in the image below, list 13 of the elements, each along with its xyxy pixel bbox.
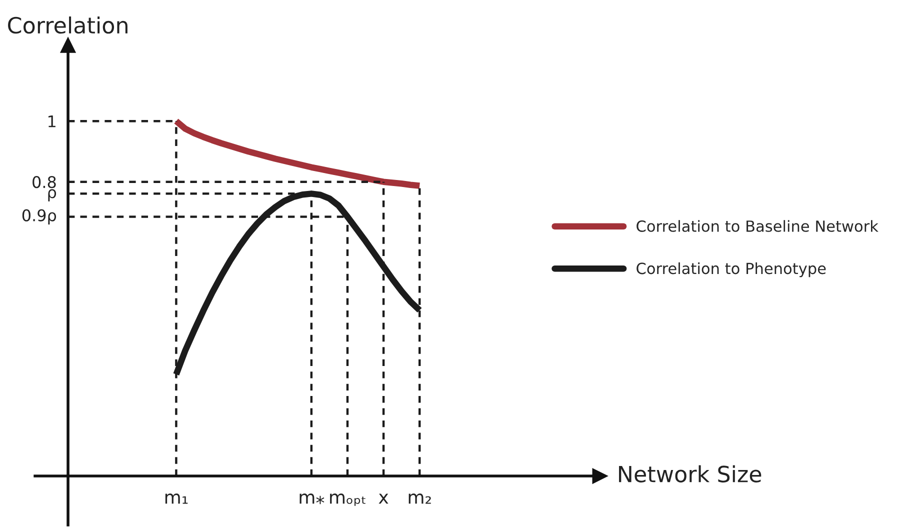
- x-tick-label: m⁎: [300, 494, 324, 504]
- legend-label: Correlation to Phenotype: [636, 262, 826, 278]
- x-tick-label: m₂: [408, 494, 431, 504]
- x-tick-label: x: [378, 494, 388, 504]
- x-tick-label: mₒₚₜ: [330, 494, 366, 506]
- legend-label: Correlation to Baseline Network: [636, 220, 878, 232]
- x-axis-title: Network Size: [619, 465, 762, 482]
- y-tick-label: 1: [48, 116, 56, 128]
- y-axis-title: Correlation: [8, 16, 128, 34]
- ref-line-label: ρ: [48, 189, 56, 202]
- x-tick-label: m₁: [165, 494, 188, 504]
- y-tick-label: 0.8: [32, 176, 56, 188]
- ref-line-label: 0.9ρ: [22, 209, 56, 224]
